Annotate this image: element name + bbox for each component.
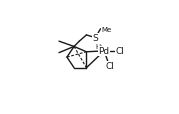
Text: H: H — [95, 43, 101, 49]
Text: Me: Me — [101, 27, 112, 32]
Text: Cl: Cl — [105, 62, 114, 71]
Text: Pd: Pd — [99, 47, 110, 56]
Text: Cl: Cl — [116, 47, 125, 56]
Text: S: S — [92, 34, 98, 43]
